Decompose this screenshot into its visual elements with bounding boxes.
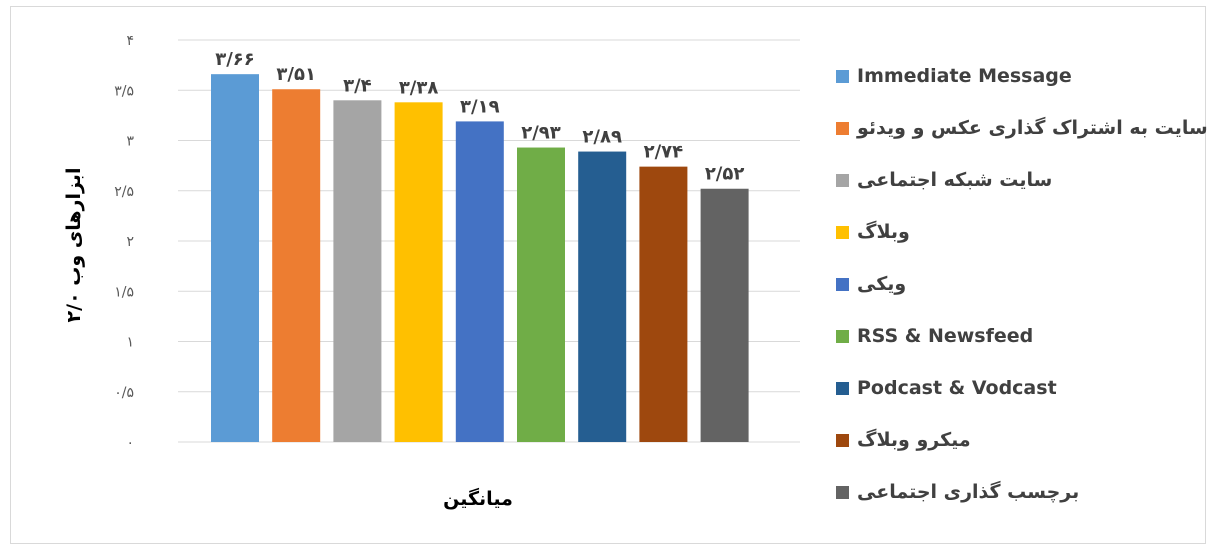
data-label: ۳/۶۶ bbox=[215, 49, 255, 70]
y-tick-label: ۳ bbox=[126, 134, 134, 150]
y-axis-title: ابزارهای وب ۲/۰ bbox=[63, 168, 85, 323]
data-label: ۳/۵۱ bbox=[276, 64, 316, 85]
y-tick-label: ۰/۵ bbox=[114, 385, 134, 401]
legend-label: RSS & Newsfeed bbox=[857, 325, 1034, 347]
legend-swatch bbox=[836, 329, 849, 343]
y-tick-label: ۴ bbox=[126, 33, 134, 49]
data-label: ۳/۴ bbox=[343, 75, 372, 96]
bar bbox=[272, 89, 321, 443]
legend-swatch bbox=[836, 381, 849, 395]
data-label: ۲/۹۳ bbox=[521, 123, 561, 144]
legend-swatch bbox=[836, 277, 849, 291]
legend-item: سایت شبکه اجتماعی bbox=[836, 154, 1196, 206]
legend-item: Immediate Message bbox=[836, 50, 1196, 102]
legend-label: Podcast & Vodcast bbox=[857, 377, 1057, 399]
legend-item: میکرو وبلاگ bbox=[836, 414, 1196, 466]
bar bbox=[455, 121, 504, 442]
legend-swatch bbox=[836, 69, 849, 83]
data-label: ۲/۵۲ bbox=[705, 164, 745, 185]
legend-swatch bbox=[836, 173, 849, 187]
legend-item: ویکی bbox=[836, 258, 1196, 310]
x-axis-title: میانگین bbox=[443, 487, 513, 510]
data-label: ۲/۸۹ bbox=[582, 127, 622, 148]
data-label: ۲/۷۴ bbox=[644, 142, 684, 163]
y-tick-label: ۲ bbox=[126, 234, 134, 250]
legend-swatch bbox=[836, 225, 849, 239]
bar bbox=[578, 151, 627, 442]
legend-label: میکرو وبلاگ bbox=[857, 429, 971, 451]
legend-swatch bbox=[836, 433, 849, 447]
y-axis-ticks: ۰ ۰/۵ ۱ ۱/۵ ۲ ۲/۵ ۳ ۳/۵ ۴ bbox=[114, 33, 134, 451]
legend-item: RSS & Newsfeed bbox=[836, 310, 1196, 362]
legend-item: برچسب گذاری اجتماعی bbox=[836, 466, 1196, 518]
bars bbox=[211, 74, 749, 443]
y-tick-label: ۲/۵ bbox=[114, 184, 134, 200]
legend-label: برچسب گذاری اجتماعی bbox=[857, 481, 1080, 503]
legend-label: Immediate Message bbox=[857, 65, 1072, 87]
legend-label: ویکی bbox=[857, 273, 907, 295]
bar bbox=[517, 147, 565, 442]
data-label: ۳/۳۸ bbox=[399, 77, 439, 98]
bar bbox=[333, 100, 382, 443]
bar bbox=[211, 74, 259, 443]
legend-swatch bbox=[836, 485, 849, 499]
y-tick-label: ۱/۵ bbox=[114, 284, 134, 300]
bar bbox=[394, 102, 443, 442]
bar bbox=[700, 188, 749, 442]
legend-item: وبلاگ bbox=[836, 206, 1196, 258]
legend-item: Podcast & Vodcast bbox=[836, 362, 1196, 414]
y-tick-label: ۰ bbox=[126, 435, 134, 451]
bar bbox=[639, 166, 688, 442]
legend-label: سایت به اشتراک گذاری عکس و ویدئو bbox=[857, 117, 1208, 139]
data-labels: ۳/۶۶ ۳/۵۱ ۳/۴ ۳/۳۸ ۳/۱۹ ۲/۹۳ ۲/۸۹ ۲/۷۴ ۲/۵۲ bbox=[215, 49, 744, 185]
legend-swatch bbox=[836, 121, 849, 135]
legend: Immediate Message سایت به اشتراک گذاری عک… bbox=[836, 50, 1208, 518]
legend-label: سایت شبکه اجتماعی bbox=[857, 169, 1053, 191]
legend-item: سایت به اشتراک گذاری عکس و ویدئو bbox=[836, 102, 1208, 154]
y-tick-label: ۳/۵ bbox=[114, 83, 134, 99]
legend-label: وبلاگ bbox=[857, 221, 910, 243]
data-label: ۳/۱۹ bbox=[460, 96, 500, 117]
y-tick-label: ۱ bbox=[126, 335, 134, 351]
